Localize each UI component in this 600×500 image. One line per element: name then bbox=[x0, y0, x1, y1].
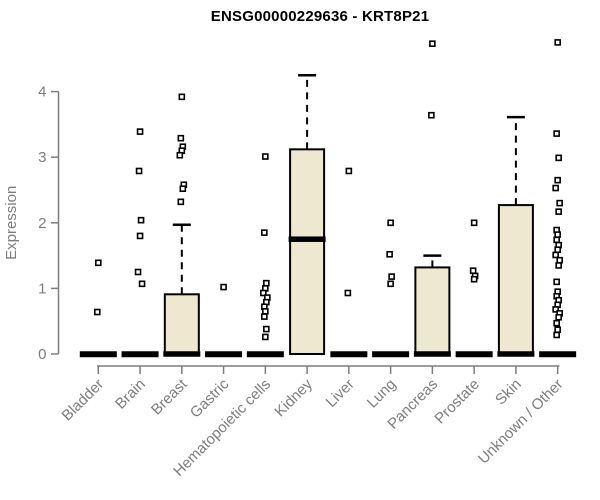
median-line-brain bbox=[121, 351, 159, 358]
median-line-lung bbox=[372, 351, 410, 358]
outlier-point-lung bbox=[387, 219, 394, 227]
x-tick-label-breast: Breast bbox=[148, 375, 191, 418]
outlier-point-unknown-other bbox=[555, 313, 562, 321]
outlier-point-unknown-other bbox=[552, 306, 559, 313]
outlier-point-hematopoietic-cells bbox=[262, 333, 269, 341]
outlier-point-unknown-other bbox=[552, 251, 559, 259]
outlier-point-brain bbox=[138, 280, 146, 288]
median-line-kidney bbox=[288, 236, 326, 242]
outlier-point-unknown-other bbox=[553, 319, 560, 327]
outlier-point-unknown-other bbox=[553, 236, 560, 244]
median-line-gastric bbox=[205, 351, 243, 358]
median-line-bladder bbox=[79, 351, 117, 358]
outlier-point-unknown-other bbox=[552, 184, 559, 192]
outlier-point-pancreas bbox=[429, 40, 436, 48]
y-tick-label-1: 1 bbox=[38, 280, 46, 297]
median-line-prostate bbox=[455, 351, 493, 358]
outlier-point-breast bbox=[178, 93, 186, 101]
outlier-point-brain bbox=[134, 268, 142, 276]
outlier-point-brain bbox=[136, 128, 144, 135]
outlier-point-lung bbox=[388, 273, 395, 280]
median-line-liver bbox=[330, 351, 368, 358]
box-pancreas bbox=[414, 266, 451, 355]
median-line-pancreas bbox=[413, 351, 451, 357]
outlier-point-unknown-other bbox=[556, 199, 563, 207]
outlier-point-unknown-other bbox=[554, 326, 561, 334]
outlier-point-gastric bbox=[220, 283, 227, 291]
outlier-point-prostate bbox=[470, 219, 478, 227]
outlier-point-hematopoietic-cells bbox=[263, 325, 270, 333]
x-tick-label-kidney: Kidney bbox=[271, 375, 316, 420]
outlier-point-hematopoietic-cells bbox=[260, 289, 267, 297]
outlier-point-hematopoietic-cells bbox=[261, 313, 268, 320]
y-tick-label-4: 4 bbox=[38, 84, 46, 101]
outlier-point-unknown-other bbox=[555, 262, 562, 269]
outlier-point-pancreas bbox=[428, 111, 435, 119]
outlier-point-brain bbox=[135, 167, 143, 175]
outlier-point-hematopoietic-cells bbox=[262, 308, 269, 315]
x-tick-label-lung: Lung bbox=[364, 376, 400, 412]
outlier-point-unknown-other bbox=[554, 39, 561, 46]
outlier-point-liver bbox=[345, 167, 353, 175]
outlier-point-lung bbox=[387, 280, 394, 288]
outlier-point-unknown-other bbox=[554, 176, 561, 184]
x-tick-label-bladder: Bladder bbox=[59, 376, 108, 425]
y-axis-title: Expression bbox=[3, 186, 20, 260]
y-tick-label-3: 3 bbox=[38, 149, 46, 166]
median-line-unknown-other bbox=[539, 351, 577, 358]
outlier-point-unknown-other bbox=[554, 231, 561, 238]
outlier-point-hematopoietic-cells bbox=[263, 279, 270, 287]
median-line-skin bbox=[497, 351, 535, 357]
outlier-point-unknown-other bbox=[554, 246, 561, 253]
outlier-point-breast bbox=[177, 198, 185, 206]
outlier-point-hematopoietic-cells bbox=[262, 153, 269, 160]
median-line-breast bbox=[163, 351, 201, 357]
box-kidney bbox=[289, 148, 326, 355]
outlier-point-brain bbox=[136, 232, 144, 240]
x-tick-label-brain: Brain bbox=[112, 376, 149, 413]
outlier-point-unknown-other bbox=[553, 331, 560, 339]
outlier-point-unknown-other bbox=[556, 256, 563, 264]
y-tick-label-0: 0 bbox=[38, 346, 46, 363]
outlier-point-brain bbox=[137, 216, 145, 224]
outlier-point-prostate bbox=[469, 267, 477, 274]
outlier-point-bladder bbox=[94, 308, 101, 316]
outlier-point-unknown-other bbox=[555, 154, 562, 162]
box-breast bbox=[163, 293, 200, 355]
outlier-point-unknown-other bbox=[553, 130, 560, 137]
outlier-point-lung bbox=[386, 250, 393, 258]
x-tick-label-skin: Skin bbox=[492, 376, 525, 409]
y-tick-label-2: 2 bbox=[38, 215, 46, 232]
outlier-point-breast bbox=[176, 151, 184, 159]
x-tick-label-liver: Liver bbox=[323, 376, 358, 411]
outlier-point-breast bbox=[179, 185, 187, 192]
box-skin bbox=[497, 204, 534, 355]
chart-title: ENSG00000229636 - KRT8P21 bbox=[210, 8, 430, 25]
outlier-point-hematopoietic-cells bbox=[261, 229, 268, 236]
x-tick-label-prostate: Prostate bbox=[431, 376, 483, 428]
outlier-point-breast bbox=[177, 134, 185, 142]
outlier-point-prostate bbox=[470, 275, 478, 283]
median-line-hematopoietic-cells bbox=[246, 351, 284, 358]
outlier-point-unknown-other bbox=[555, 208, 562, 215]
outlier-point-liver bbox=[344, 289, 352, 297]
outlier-point-bladder bbox=[95, 259, 102, 267]
outlier-point-unknown-other bbox=[553, 278, 560, 286]
